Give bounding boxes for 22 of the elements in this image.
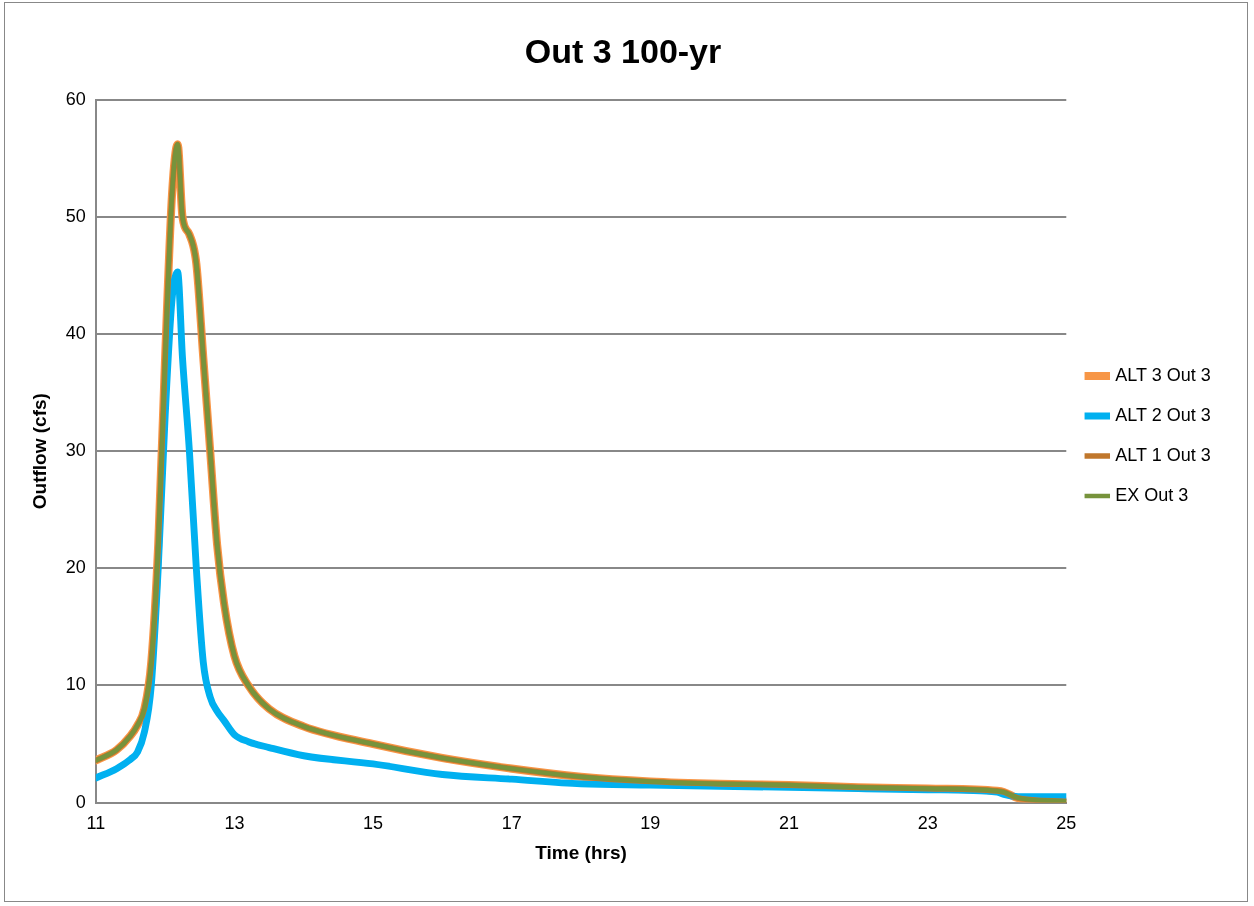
x-axis-title: Time (hrs)	[535, 841, 627, 863]
x-tick-label: 21	[779, 813, 800, 834]
x-tick-label: 13	[224, 813, 245, 834]
y-tick-label: 60	[65, 88, 86, 109]
legend-label: EX Out 3	[1115, 484, 1189, 505]
y-tick-label: 20	[65, 557, 86, 578]
y-tick-label: 30	[65, 440, 86, 461]
legend-label: ALT 3 Out 3	[1115, 364, 1211, 385]
x-tick-label: 25	[1056, 813, 1077, 834]
x-tick-label: 11	[86, 813, 106, 834]
x-tick-label: 19	[640, 813, 661, 834]
y-tick-label: 40	[65, 323, 86, 344]
legend-label: ALT 1 Out 3	[1115, 444, 1211, 465]
x-tick-label: 23	[917, 813, 938, 834]
y-tick-label: 50	[65, 205, 86, 226]
y-tick-label: 10	[65, 674, 86, 695]
x-tick-label: 15	[363, 813, 384, 834]
legend-label: ALT 2 Out 3	[1115, 404, 1211, 425]
y-axis-title: Outflow (cfs)	[28, 393, 50, 510]
chart-title: Out 3 100-yr	[524, 31, 722, 70]
x-tick-label: 17	[501, 813, 522, 834]
y-tick-label: 0	[75, 791, 86, 812]
